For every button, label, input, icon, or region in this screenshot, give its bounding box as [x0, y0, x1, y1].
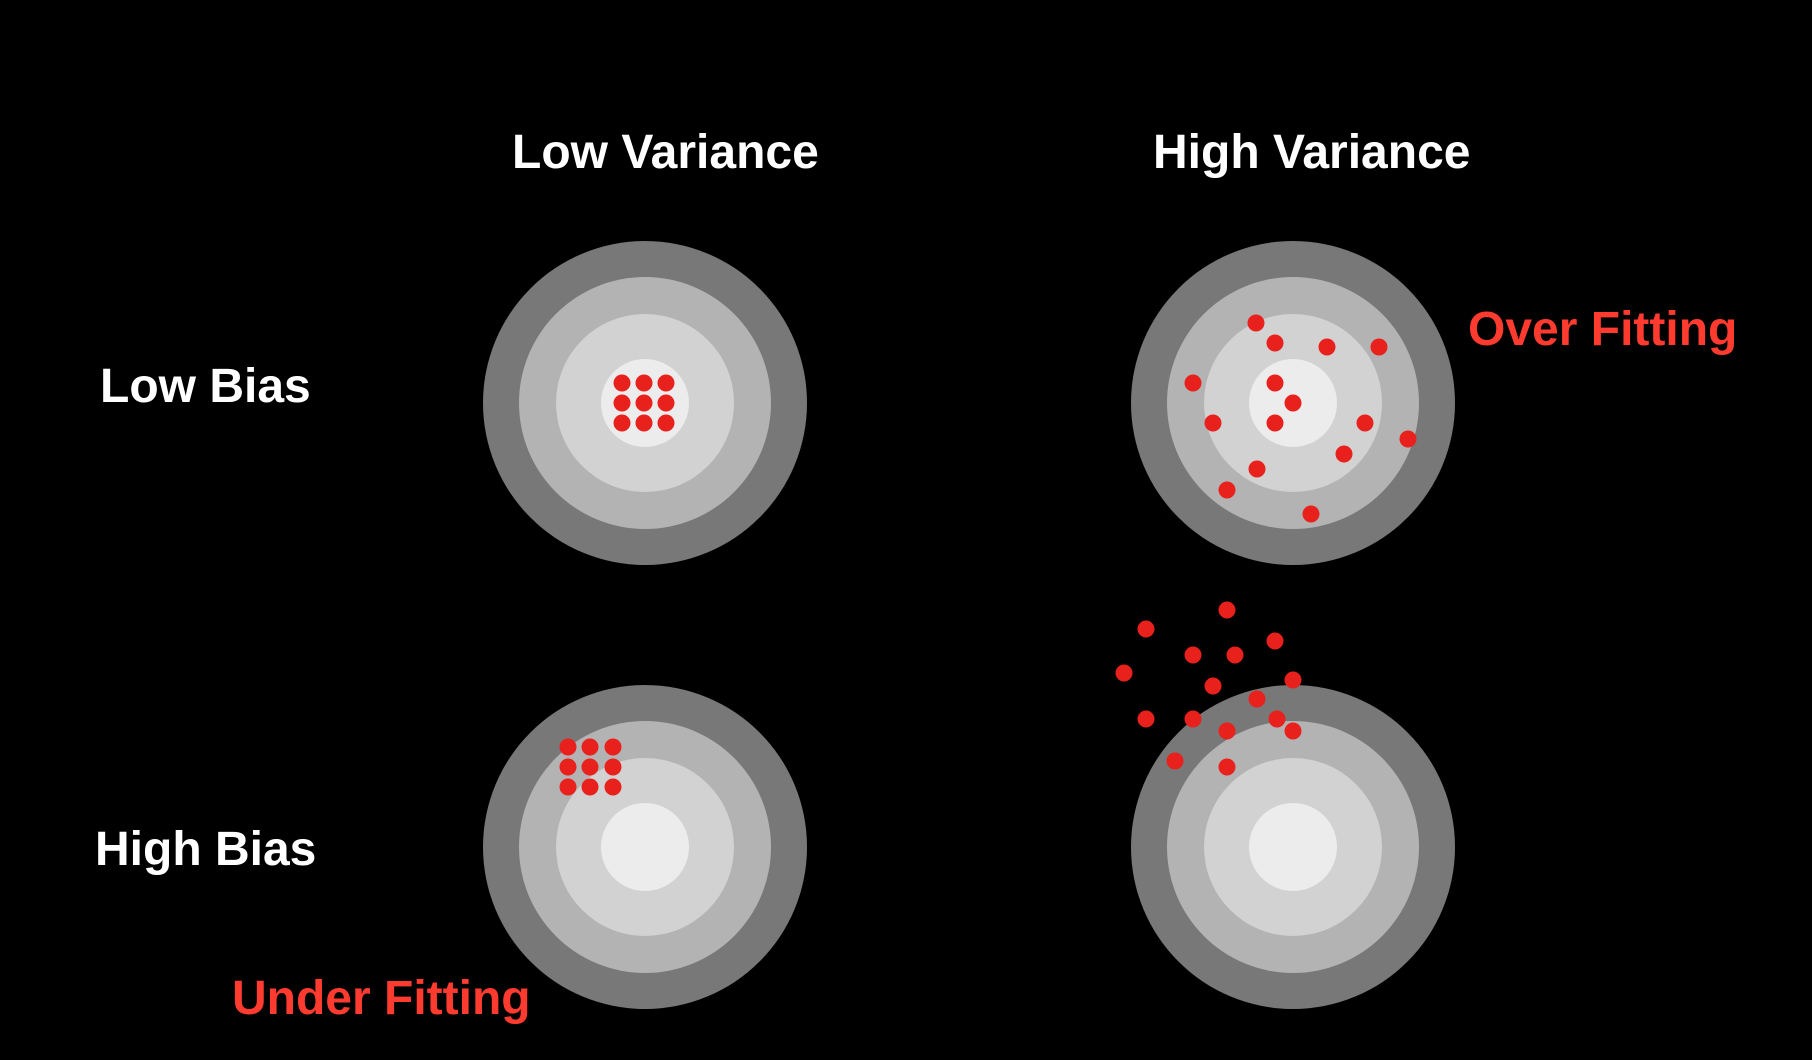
shot-dot [1226, 646, 1244, 664]
shot-dot [1266, 632, 1284, 650]
shot-dot [1184, 710, 1202, 728]
shot-dot [1137, 710, 1155, 728]
shot-dot [1218, 758, 1236, 776]
shot-dot [1115, 664, 1133, 682]
shot-dot [1356, 414, 1374, 432]
shot-dot [1266, 374, 1284, 392]
shot-dot [1218, 722, 1236, 740]
bullseye [601, 803, 689, 891]
shot-dot [1247, 314, 1265, 332]
target-high-bias-high-variance [1115, 601, 1455, 1009]
shot-dot [1218, 601, 1236, 619]
shot-dot [613, 414, 631, 432]
shot-dot [1218, 481, 1236, 499]
shot-dot [559, 758, 577, 776]
shot-dot [1184, 374, 1202, 392]
under-fitting-label: Under Fitting [232, 972, 531, 1025]
shot-dot [604, 758, 622, 776]
shot-dot [635, 414, 653, 432]
shot-dot [1248, 460, 1266, 478]
shot-dot [1399, 430, 1417, 448]
shot-dot [1266, 334, 1284, 352]
shot-dot [635, 394, 653, 412]
shot-dot [1370, 338, 1388, 356]
shot-dot [1184, 646, 1202, 664]
target-low-bias-low-variance [483, 241, 807, 565]
shot-dot [1268, 710, 1286, 728]
shot-dot [635, 374, 653, 392]
shot-dot [657, 394, 675, 412]
shot-dot [657, 374, 675, 392]
shot-dot [1284, 671, 1302, 689]
shot-dot [604, 778, 622, 796]
shot-dot [581, 758, 599, 776]
shot-dot [1166, 752, 1184, 770]
shot-dot [657, 414, 675, 432]
row-header-low-bias: Low Bias [100, 360, 311, 413]
shot-dot [613, 374, 631, 392]
shot-dot [604, 738, 622, 756]
row-header-high-bias: High Bias [95, 823, 317, 876]
shot-dot [1266, 414, 1284, 432]
column-header-high-variance: High Variance [1153, 126, 1471, 179]
shot-dot [1284, 394, 1302, 412]
shot-dot [1335, 445, 1353, 463]
shot-dot [1204, 677, 1222, 695]
shot-dot [1284, 722, 1302, 740]
shot-dot [613, 394, 631, 412]
shot-dot [559, 778, 577, 796]
shot-dot [581, 738, 599, 756]
shot-dot [1318, 338, 1336, 356]
shot-dot [1137, 620, 1155, 638]
target-high-bias-low-variance [483, 685, 807, 1009]
target-low-bias-high-variance [1131, 241, 1455, 565]
column-header-low-variance: Low Variance [512, 126, 819, 179]
shot-dot [1204, 414, 1222, 432]
bullseye [1249, 803, 1337, 891]
over-fitting-label: Over Fitting [1468, 303, 1738, 356]
shot-dot [581, 778, 599, 796]
shot-dot [1248, 690, 1266, 708]
shot-dot [559, 738, 577, 756]
shot-dot [1302, 505, 1320, 523]
